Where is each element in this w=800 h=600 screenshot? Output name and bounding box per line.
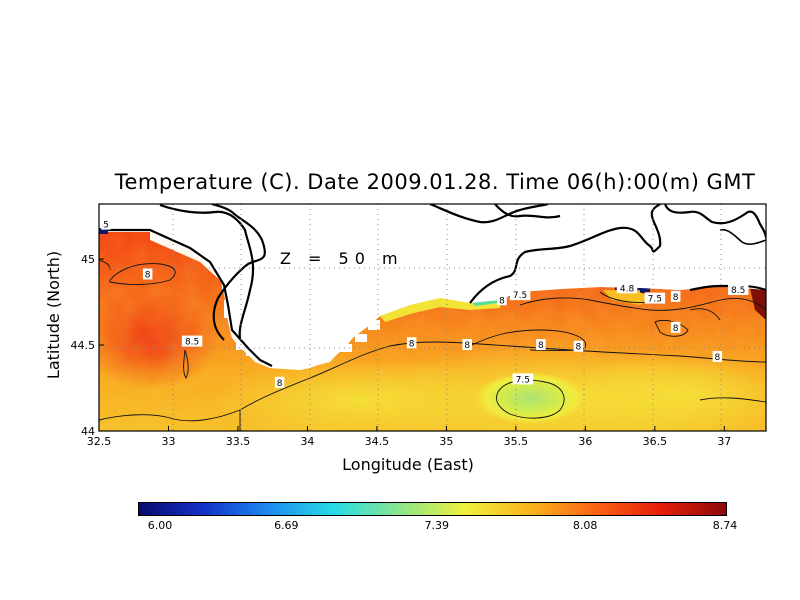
crimea-landmass [99,204,766,370]
depth-label: Z = 50 m [280,249,404,268]
svg-text:5: 5 [103,221,109,231]
colorbar-label: 8.74 [712,519,738,532]
x-tick-label: 37 [717,435,731,448]
x-axis-title: Longitude (East) [342,455,474,474]
x-tick-label: 36.5 [643,435,668,448]
svg-text:8: 8 [673,293,679,303]
contour-label: 8 [712,351,723,363]
x-tick-label: 32.5 [87,435,112,448]
x-tick-label: 33 [161,435,175,448]
map-title: Temperature (C). Date 2009.01.28. Time 0… [114,170,756,194]
svg-text:8: 8 [145,271,151,281]
svg-text:8: 8 [277,379,283,389]
contour-label: 8.5 [181,335,203,348]
svg-text:8: 8 [409,339,415,349]
svg-text:8: 8 [576,343,582,353]
contour-labels: 8 8.5 8 8 8 8 7.5 8 8 7.5 4.8 7.5 8 8 8 8.5 5 [101,218,749,389]
colorbar [138,502,727,516]
svg-text:8.5: 8.5 [731,286,745,296]
y-axis-ticks: 44 44.5 45 [71,253,104,438]
x-tick-label: 36 [578,435,592,448]
svg-text:8: 8 [673,324,679,334]
plot-frame [98,203,767,432]
x-tick-label: 34 [300,435,314,448]
x-tick-label: 35 [439,435,453,448]
contour-label: 5 [101,218,111,231]
svg-text:8: 8 [714,353,720,363]
y-tick-label: 44 [81,425,95,438]
colorbar-label: 8.08 [572,519,598,532]
svg-text:7.5: 7.5 [516,375,530,385]
contour-label: 7.5 [509,289,531,301]
contour-label: 8 [573,340,584,353]
y-tick-label: 44.5 [71,339,96,352]
svg-text:8: 8 [499,296,505,306]
colorbar-label: 6.69 [274,519,299,532]
svg-text:8: 8 [464,341,470,351]
contour-label: 4.8 [616,282,638,294]
contour-label: 7.5 [644,292,666,305]
gridlines [99,204,766,431]
svg-text:8.5: 8.5 [185,338,199,348]
svg-text:7.5: 7.5 [513,291,527,301]
coastline [108,228,273,367]
contour-label: 8 [274,376,285,389]
contour-label: 7.5 [512,373,534,385]
y-axis-title: Latitude (North) [44,251,63,379]
y-tick-label: 45 [81,253,95,266]
contour-label: 8 [497,294,507,306]
contour-label: 8 [406,337,417,349]
contour-label: 8 [670,321,681,334]
x-tick-label: 34.5 [365,435,390,448]
colorbar-label: 6.00 [147,519,173,532]
contour-label: 8 [536,339,546,351]
contour-label: 8 [670,290,681,303]
contour-label: 8.5 [727,283,749,296]
colorbar-label: 7.39 [424,519,450,532]
svg-text:8: 8 [538,341,544,351]
contour-label: 8 [462,339,472,351]
contour-label: 8 [142,268,153,281]
x-axis-ticks: 32.5 33 33.5 34 34.5 35 35.5 36 36.5 37 [87,426,731,448]
svg-text:7.5: 7.5 [648,295,662,305]
svg-text:4.8: 4.8 [620,284,635,294]
x-tick-label: 33.5 [226,435,251,448]
x-tick-label: 35.5 [504,435,529,448]
